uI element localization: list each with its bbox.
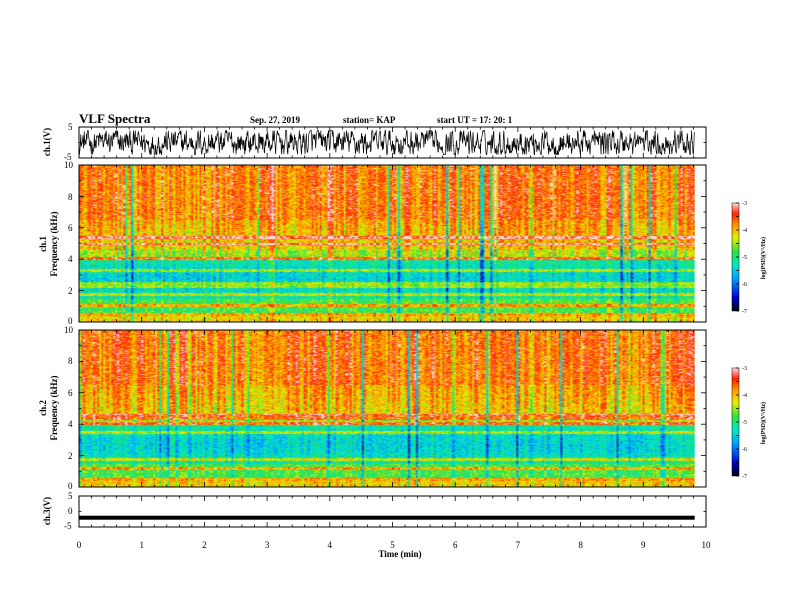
ch2-spectrogram-panel: 10 8 6 4 2 0 ch.2 Frequency (kHz)	[38, 325, 707, 491]
ch3-waveform-panel: 5 0 -5 ch.3(V)	[42, 491, 707, 531]
ch1-ytick-0: 0	[68, 316, 73, 326]
x-tick-label: 3	[265, 540, 270, 550]
ch1-ytick-8: 8	[68, 192, 73, 202]
ch3-ytick-top: 5	[68, 491, 73, 501]
start-time-label: start UT = 17: 20: 1	[437, 115, 513, 125]
x-tick-label: 0	[77, 540, 82, 550]
ch3-waveform-ylabel: ch.3(V)	[42, 497, 52, 525]
ch1-waveform-panel: 5 -5 ch.1(V)	[42, 122, 707, 162]
x-tick-label: 4	[328, 540, 333, 550]
ch1-waveform-ticks	[78, 126, 707, 159]
ch1-channel-label: ch.1	[38, 236, 48, 252]
ch1-ytick-4: 4	[68, 254, 73, 264]
ch2-spectrogram-image	[79, 330, 695, 487]
cb2-tick-m5: -5	[742, 420, 747, 426]
cb2-tick-m3: -3	[742, 366, 747, 372]
x-tick-label: 5	[390, 540, 395, 550]
ch1-waveform-ylabel: ch.1(V)	[42, 128, 52, 156]
ch2-colorbar-label: log(PSD)(V²/Hz)	[760, 402, 767, 444]
x-tick-label: 9	[641, 540, 646, 550]
ch2-ytick-6: 6	[68, 388, 73, 398]
ch2-channel-label: ch.2	[38, 400, 48, 416]
ch3-waveform-trace	[79, 515, 695, 520]
x-axis-tick-labels: 0 1 2 3 4 5 6 7 8 9 10	[77, 540, 711, 550]
ch2-colorbar-ticks	[736, 367, 739, 477]
ch2-frequency-label: Frequency (kHz)	[49, 375, 59, 440]
ch1-ytick-10: 10	[64, 160, 74, 170]
date-label: Sep. 27, 2019	[250, 115, 301, 125]
cb2-tick-m6: -6	[742, 447, 747, 453]
x-tick-label: 6	[453, 540, 458, 550]
ch1-spectrogram-ticks	[78, 164, 707, 323]
ch1-ytick-6: 6	[68, 223, 73, 233]
cb1-tick-m4: -4	[742, 228, 747, 234]
x-tick-label: 7	[516, 540, 521, 550]
cb1-tick-m7: -7	[742, 309, 747, 315]
ch1-colorbar-ticks	[736, 202, 739, 312]
cb1-tick-m3: -3	[742, 201, 747, 207]
station-label: station= KAP	[343, 115, 396, 125]
ch1-colorbar-label: log(PSD)(V²/Hz)	[760, 237, 767, 279]
ch1-frequency-label: Frequency (kHz)	[49, 211, 59, 276]
x-tick-label: 1	[139, 540, 144, 550]
ch1-spectrogram-panel: 10 8 6 4 2 0 ch.1 Frequency (kHz)	[38, 160, 707, 326]
x-tick-label: 8	[578, 540, 583, 550]
cb2-tick-m7: -7	[742, 474, 747, 480]
ch2-colorbar: -3 -4 -5 -6 -7 log(PSD)(V²/Hz)	[731, 366, 767, 480]
ch1-waveform-trace	[78, 129, 696, 156]
ch3-ytick-bottom: -5	[64, 521, 72, 531]
ch2-ytick-4: 4	[68, 419, 73, 429]
ch1-spectrogram-image	[79, 165, 695, 322]
x-tick-label: 2	[202, 540, 207, 550]
ch2-ytick-8: 8	[68, 356, 73, 366]
ch2-ytick-10: 10	[64, 325, 74, 335]
ch2-ytick-0: 0	[68, 481, 73, 491]
cb1-tick-m5: -5	[742, 255, 747, 261]
cb2-tick-m4: -4	[742, 393, 747, 399]
ch1-ytick-2: 2	[68, 286, 73, 296]
ch1-colorbar: -3 -4 -5 -6 -7 log(PSD)(V²/Hz)	[731, 201, 767, 315]
x-axis-label: Time (min)	[378, 549, 421, 559]
x-tick-label: 10	[702, 540, 712, 550]
ch1-ytick-top: 5	[68, 122, 73, 132]
ch2-ytick-2: 2	[68, 451, 73, 461]
ch3-waveform-ticks	[78, 495, 707, 528]
cb1-tick-m6: -6	[742, 282, 747, 288]
ch2-spectrogram-ticks	[78, 329, 707, 488]
figure-title: VLF Spectra	[79, 111, 151, 126]
ch3-ytick-mid: 0	[68, 506, 73, 516]
ch1-ytick-bottom: -5	[64, 152, 72, 162]
